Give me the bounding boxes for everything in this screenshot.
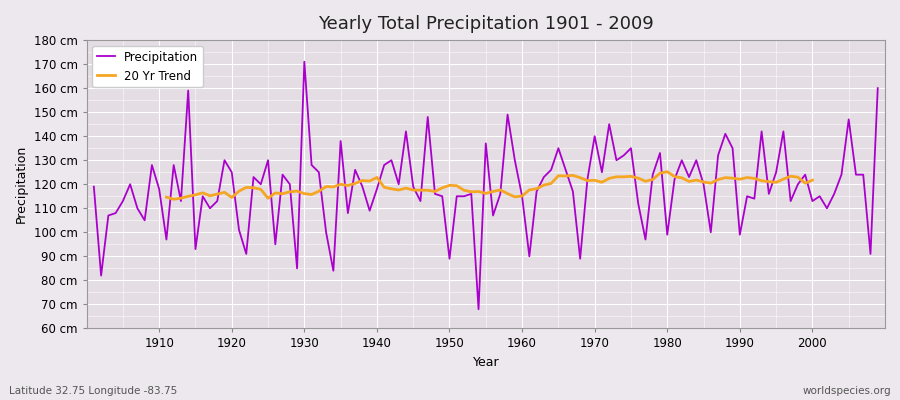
Line: 20 Yr Trend: 20 Yr Trend [166,172,813,199]
20 Yr Trend [618,174,629,179]
Precipitation [88,184,99,189]
Precipitation [531,189,542,194]
20 Yr Trend [713,177,724,182]
Precipitation [872,86,883,90]
Text: Latitude 32.75 Longitude -83.75: Latitude 32.75 Longitude -83.75 [9,386,177,396]
20 Yr Trend [161,195,172,200]
Title: Yearly Total Precipitation 1901 - 2009: Yearly Total Precipitation 1901 - 2009 [318,15,653,33]
Precipitation [473,307,484,312]
20 Yr Trend [793,175,804,180]
Precipitation [618,153,629,158]
Y-axis label: Precipitation: Precipitation [15,145,28,223]
20 Yr Trend [168,197,179,202]
Precipitation [357,184,368,189]
X-axis label: Year: Year [472,356,500,369]
Precipitation [147,163,158,168]
Precipitation [299,59,310,64]
Line: Precipitation: Precipitation [94,62,878,309]
Legend: Precipitation, 20 Yr Trend: Precipitation, 20 Yr Trend [93,46,203,87]
20 Yr Trend [727,176,738,180]
20 Yr Trend [364,179,375,184]
20 Yr Trend [807,178,818,182]
Precipitation [524,254,535,259]
Precipitation [313,170,324,175]
Text: worldspecies.org: worldspecies.org [803,386,891,396]
20 Yr Trend [662,169,672,174]
20 Yr Trend [256,187,266,192]
